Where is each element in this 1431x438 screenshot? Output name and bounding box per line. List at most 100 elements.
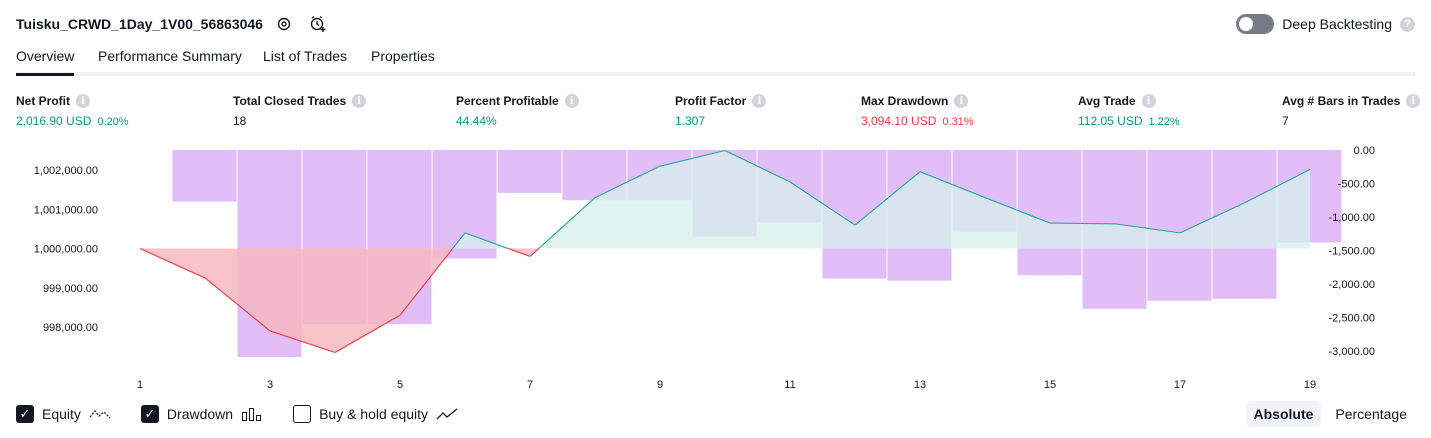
equity-down-fill <box>335 248 400 353</box>
equity-line-segment <box>204 277 271 332</box>
stat-avg-trade: Avg Trade i 112.05 USD 1.22% <box>1078 94 1180 128</box>
drawdown-bars-icon <box>242 408 262 421</box>
equity-line-segment <box>854 171 921 226</box>
drawdown-bar <box>1017 150 1082 276</box>
tab-overview[interactable]: Overview <box>16 48 75 76</box>
equity-line-segment <box>508 248 531 257</box>
left-axis-tick-label: 999,000.00 <box>43 283 98 295</box>
tab-properties[interactable]: Properties <box>371 48 435 64</box>
info-icon[interactable]: i <box>752 94 767 108</box>
info-icon[interactable]: i <box>564 94 579 108</box>
stat-percent: 0.31% <box>942 116 974 128</box>
deep-backtesting: Deep Backtesting ? <box>1236 14 1415 34</box>
equity-up-fill <box>660 150 725 249</box>
x-axis-tick-label: 1 <box>137 379 143 391</box>
stat-value: 18 <box>233 114 247 128</box>
right-axis-tick-label: -3,000.00 <box>1329 346 1375 358</box>
info-icon[interactable]: i <box>954 94 969 108</box>
equity-up-fill <box>1115 223 1180 249</box>
stat-percent-profitable: Percent Profitable i 44.44% <box>456 94 579 128</box>
buy-hold-checkbox[interactable] <box>293 405 312 423</box>
equity-up-fill <box>855 171 920 249</box>
right-axis-tick-label: -2,000.00 <box>1329 279 1375 291</box>
equity-line-icon <box>89 410 111 419</box>
stat-label: Avg Trade <box>1078 94 1136 108</box>
absolute-button[interactable]: Absolute <box>1245 401 1322 427</box>
stat-value: 1.307 <box>675 114 706 128</box>
percentage-button[interactable]: Percentage <box>1335 406 1407 422</box>
equity-up-fill <box>725 150 790 249</box>
equity-line-segment <box>919 171 986 199</box>
stat-value: 2,016.90 USD <box>16 114 92 128</box>
equity-up-fill <box>1050 223 1115 249</box>
drawdown-bar <box>172 150 237 202</box>
x-axis-tick-label: 15 <box>1044 379 1056 391</box>
equity-line-segment <box>538 197 596 249</box>
equity-drawdown-chart[interactable]: 1,002,000.00 1,001,000.00 1,000,000.00 999,… <box>0 140 1431 396</box>
equity-line-segment <box>1114 223 1181 234</box>
stat-value: 3,094.10 USD <box>861 114 937 128</box>
equity-line-segment <box>659 149 726 167</box>
legend-label: Equity <box>42 406 81 422</box>
tab-performance-summary[interactable]: Performance Summary <box>98 48 242 64</box>
equity-line-segment <box>1049 222 1116 225</box>
legend-label: Drawdown <box>166 406 234 422</box>
help-icon[interactable]: ? <box>1400 16 1415 32</box>
equity-line-segment <box>399 248 454 316</box>
legend-drawdown[interactable]: ✓ Drawdown <box>140 405 263 423</box>
equity-line-segment <box>452 232 466 249</box>
info-icon[interactable]: i <box>1406 94 1421 108</box>
buyhold-line-icon <box>436 408 458 420</box>
right-axis-tick-label: -500.00 <box>1338 179 1375 191</box>
equity-line-segment <box>269 330 336 354</box>
report-tabs: Overview Performance Summary List of Tra… <box>16 42 1415 76</box>
equity-line-segment <box>724 150 791 183</box>
stat-label: Avg # Bars in Trades <box>1282 94 1401 108</box>
equity-down-fill <box>270 248 335 353</box>
legend-buy-hold[interactable]: Buy & hold equity <box>293 405 458 423</box>
info-icon[interactable]: i <box>352 94 367 108</box>
stat-label: Total Closed Trades <box>233 94 347 108</box>
equity-line-segment <box>529 248 540 257</box>
add-alert-icon[interactable] <box>308 14 328 34</box>
equity-line-segment <box>984 197 1051 224</box>
x-axis-tick-label: 5 <box>397 379 403 391</box>
toggle-knob <box>1239 17 1254 31</box>
legend-equity[interactable]: ✓ Equity <box>16 405 111 423</box>
summary-stats: Net Profit i 2,016.90 USD 0.20% Total Clos… <box>16 94 1421 134</box>
equity-line-segment <box>464 232 509 250</box>
x-axis-tick-label: 19 <box>1304 379 1316 391</box>
right-axis-tick-label: 0.00 <box>1354 145 1375 157</box>
legend-label: Buy & hold equity <box>319 406 429 422</box>
stat-percent: 0.20% <box>97 116 129 128</box>
deep-backtesting-toggle[interactable] <box>1236 14 1275 34</box>
equity-up-fill <box>1245 169 1310 249</box>
tab-list-of-trades[interactable]: List of Trades <box>263 48 348 64</box>
stat-label: Net Profit <box>16 94 70 108</box>
x-axis-tick-label: 11 <box>784 379 795 391</box>
drawdown-checkbox[interactable]: ✓ <box>140 405 159 423</box>
equity-checkbox[interactable]: ✓ <box>16 405 34 423</box>
right-axis-tick-label: -1,500.00 <box>1329 246 1375 258</box>
x-axis-tick-label: 17 <box>1174 379 1186 391</box>
x-axis-tick-label: 13 <box>914 379 926 391</box>
stat-percent: 1.22% <box>1148 116 1180 128</box>
stat-total-closed-trades: Total Closed Trades i 18 <box>233 94 367 128</box>
info-icon[interactable]: i <box>1141 94 1156 108</box>
equity-line-segment <box>789 181 856 226</box>
settings-gear-icon[interactable] <box>274 14 294 34</box>
stat-label: Profit Factor <box>675 94 747 108</box>
info-icon[interactable]: i <box>76 94 90 108</box>
stat-value: 112.05 USD <box>1078 114 1143 128</box>
equity-up-fill <box>595 166 660 249</box>
stat-value: 7 <box>1282 114 1289 128</box>
drawdown-bar <box>497 150 562 193</box>
equity-line-segment <box>594 165 661 199</box>
stat-max-drawdown: Max Drawdown i 3,094.10 USD 0.31% <box>861 94 974 128</box>
stat-value: 44.44% <box>456 114 497 128</box>
equity-line-segment <box>139 248 206 279</box>
stat-net-profit: Net Profit i 2,016.90 USD 0.20% <box>16 94 129 128</box>
left-axis-tick-label: 1,000,000.00 <box>34 244 98 256</box>
equity-down-fill <box>508 248 530 257</box>
chart-legend: ✓ Equity ✓ Drawdown Buy & hold equity <box>16 403 488 425</box>
